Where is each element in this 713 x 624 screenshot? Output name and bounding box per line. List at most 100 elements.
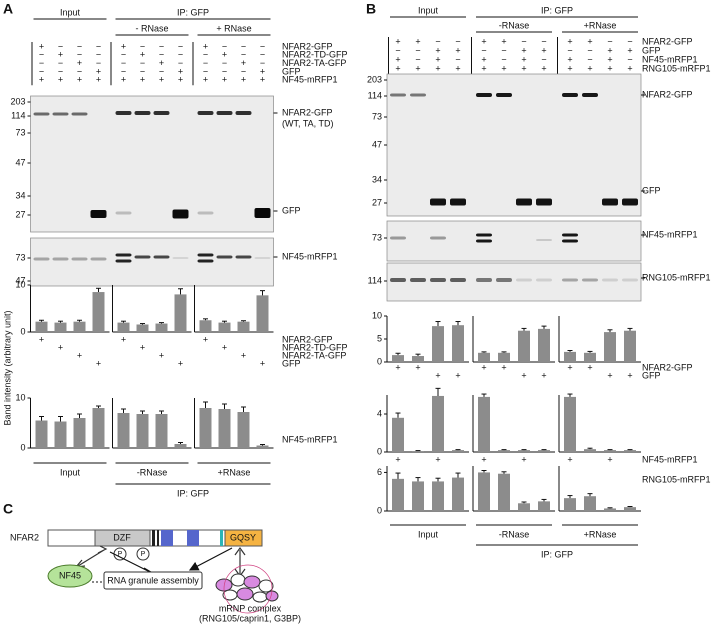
bar: [538, 450, 550, 452]
sign: −: [203, 50, 208, 60]
band: [450, 198, 466, 206]
bar: [199, 408, 212, 448]
motif: [220, 530, 223, 546]
sign: +: [607, 54, 612, 64]
sign: −: [501, 45, 506, 55]
y-tick-label: 6: [377, 467, 382, 477]
marker-label: 34: [372, 174, 382, 184]
sign: +: [241, 350, 246, 360]
band: [390, 278, 406, 282]
sign: +: [521, 63, 526, 73]
sign: +: [435, 54, 440, 64]
nf45-ellipse: [47, 564, 93, 588]
sign: +: [260, 66, 265, 76]
sign: +: [627, 45, 632, 55]
y-tick-label: 4: [377, 408, 382, 418]
binding-arrow: [74, 545, 108, 568]
sign: −: [455, 36, 460, 46]
sign: +: [58, 342, 63, 352]
band: [390, 93, 406, 97]
sign: −: [58, 58, 63, 68]
sign: −: [96, 50, 101, 60]
sign: +: [395, 54, 400, 64]
sign: +: [567, 36, 572, 46]
sign: −: [260, 41, 265, 51]
sign: +: [541, 370, 546, 380]
bar: [92, 408, 105, 448]
marker-label: 203: [10, 96, 25, 106]
bar: [452, 325, 464, 362]
bar: [117, 322, 130, 332]
sign: +: [541, 63, 546, 73]
bar: [478, 352, 490, 362]
panel-c-diagram: [47, 529, 279, 614]
bar: [155, 323, 168, 332]
sign: +: [567, 454, 572, 464]
sign: +: [121, 41, 126, 51]
sign: +: [77, 350, 82, 360]
y-tick-label: 0: [20, 442, 25, 452]
sign: +: [140, 342, 145, 352]
bar: [412, 451, 424, 452]
band: [197, 111, 214, 115]
sign: −: [159, 66, 164, 76]
band: [496, 278, 512, 282]
band-label: (WT, TA, TD): [282, 118, 334, 128]
sign: −: [39, 58, 44, 68]
row-label: RNG105-mRFP1: [642, 474, 711, 484]
band: [450, 278, 466, 282]
sign: +: [481, 454, 486, 464]
row-label: GFP: [642, 370, 661, 380]
sign: +: [395, 362, 400, 372]
band: [197, 253, 214, 257]
sign: −: [96, 41, 101, 51]
sign: −: [627, 54, 632, 64]
sign: +: [222, 75, 227, 85]
band: [410, 93, 426, 97]
row-label: NFAR2-GFP: [642, 36, 693, 46]
bar: [54, 421, 67, 448]
band: [90, 257, 107, 261]
group-label: Input: [418, 5, 439, 15]
band: [33, 257, 50, 261]
band: [153, 255, 170, 259]
group-label: - RNase: [135, 23, 168, 33]
group-label: +RNase: [584, 529, 617, 539]
band: [90, 210, 107, 218]
band: [71, 112, 88, 116]
sign: −: [501, 54, 506, 64]
motif: [161, 530, 173, 546]
sign: +: [96, 75, 101, 85]
bar: [452, 450, 464, 452]
bar: [392, 417, 404, 452]
bar: [538, 501, 550, 511]
complex-detail: (RNG105/caprin1, G3BP): [199, 613, 301, 623]
bar: [412, 356, 424, 362]
band: [52, 257, 69, 261]
marker-label: 73: [15, 252, 25, 262]
band: [410, 278, 426, 282]
sign: −: [203, 66, 208, 76]
gqsy-domain: [224, 529, 263, 547]
sign: +: [395, 63, 400, 73]
marker-label: 73: [15, 127, 25, 137]
marker-label: 114: [368, 275, 382, 285]
sign: +: [241, 75, 246, 85]
sign: +: [178, 75, 183, 85]
marker-label: 47: [372, 139, 382, 149]
sign: +: [587, 63, 592, 73]
sign: −: [203, 58, 208, 68]
sign: +: [481, 36, 486, 46]
bar: [584, 352, 596, 362]
sign: +: [627, 63, 632, 73]
sign: +: [203, 41, 208, 51]
marker-label: 73: [372, 232, 382, 242]
bar: [538, 328, 550, 362]
band-label: RNG105-mRFP1: [642, 272, 711, 282]
band: [582, 93, 598, 97]
row-label: NF45-mRFP1: [642, 454, 698, 464]
panel-letter: B: [366, 1, 376, 17]
bar: [498, 352, 510, 362]
band: [115, 259, 132, 263]
bar: [392, 355, 404, 362]
